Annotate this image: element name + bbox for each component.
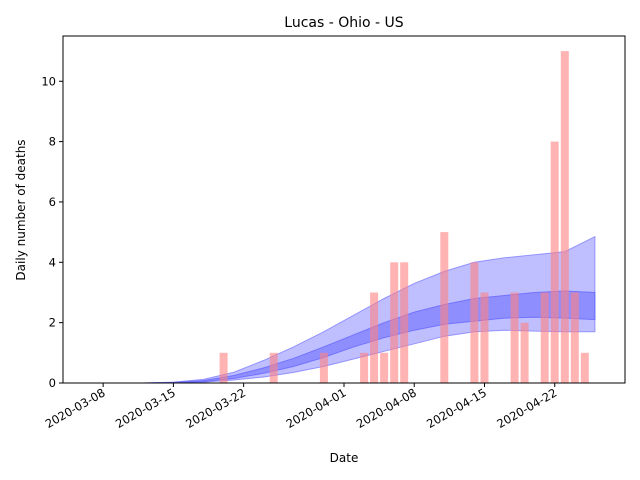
bar [560,51,569,383]
bar [360,352,369,383]
y-tick-label: 2 [49,316,56,330]
bar [319,352,328,383]
bar [520,322,529,383]
plot-area [143,51,596,384]
confidence-band-outer [143,235,596,384]
bar [219,352,228,383]
y-axis-label: Daily number of deaths [14,139,28,280]
y-tick-label: 6 [49,195,56,209]
x-tick-label: 2020-03-08 [43,385,108,431]
x-axis: 2020-03-08 2020-03-15 2020-03-22 2020-04-01… [43,383,559,431]
bar [470,262,479,383]
bar [380,352,389,383]
bar [440,232,449,383]
chart-title: Lucas - Ohio - US [284,15,403,31]
bar [370,292,379,383]
y-tick-label: 10 [41,74,56,88]
bar [550,141,559,383]
bar [540,292,549,383]
bar [480,292,489,383]
x-tick-label: 2020-04-22 [494,385,559,431]
x-tick-label: 2020-03-15 [113,385,178,431]
band-outer-area [143,235,596,384]
bar-series [219,51,589,383]
y-tick-label: 4 [49,255,56,269]
x-axis-label: Date [330,451,359,465]
y-tick-label: 8 [49,135,56,149]
bar [390,262,399,383]
bar [269,352,278,383]
y-axis: 0 2 4 6 8 10 [41,74,63,390]
x-tick-label: 2020-04-01 [284,385,349,431]
bar [510,292,519,383]
x-tick-label: 2020-04-15 [424,385,489,431]
bar [400,262,409,383]
y-tick-label: 0 [49,376,56,390]
bar [580,352,589,383]
x-tick-label: 2020-04-08 [354,385,419,431]
x-tick-label: 2020-03-22 [183,385,248,431]
bar [570,292,579,383]
